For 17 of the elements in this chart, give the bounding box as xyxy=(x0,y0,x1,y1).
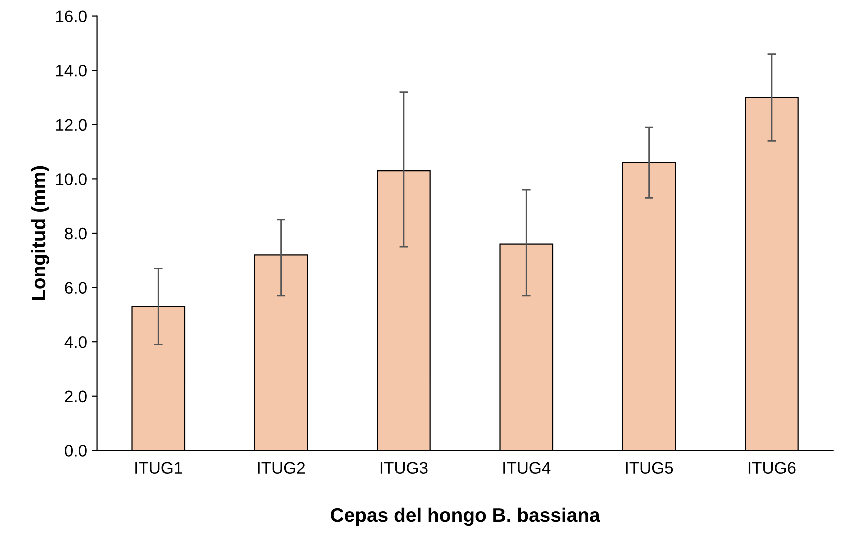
y-axis-title: Longitud (mm) xyxy=(31,166,50,300)
y-tick-label: 10.0 xyxy=(56,174,87,186)
x-tick-label: ITUG6 xyxy=(748,462,796,474)
x-tick-label: ITUG1 xyxy=(136,462,182,474)
x-axis-title: Cepas del hongo B. bassiana xyxy=(331,508,600,526)
x-tick-label: ITUG3 xyxy=(380,462,428,474)
y-tick-label: 6.0 xyxy=(65,282,87,294)
x-tick-label: ITUG2 xyxy=(258,462,305,474)
y-tick-label: 16.0 xyxy=(56,10,87,22)
y-tick-label: 2.0 xyxy=(65,390,87,403)
y-tick-label: 0.0 xyxy=(65,445,87,457)
y-tick-label: 8.0 xyxy=(65,228,87,240)
y-tick-label: 4.0 xyxy=(64,336,87,348)
x-tick-label: ITUG5 xyxy=(626,462,674,474)
y-tick-label: 14.0 xyxy=(56,64,87,77)
y-tick-label: 12.0 xyxy=(56,119,87,132)
x-tick-label: ITUG4 xyxy=(504,462,551,474)
